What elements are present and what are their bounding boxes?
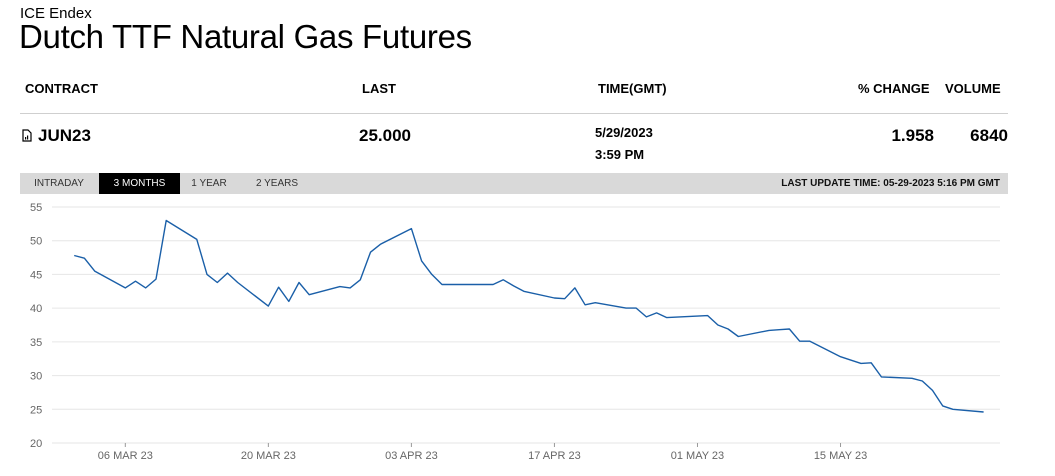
x-tick-label: 15 MAY 23 [814,450,867,462]
y-tick-label: 20 [30,438,42,450]
pct-change-value: 1.958 [891,126,934,145]
trade-date: 5/29/2023 [595,125,653,140]
column-header-contract: CONTRACT [25,81,98,96]
tab-3-months[interactable]: 3 MONTHS [99,173,180,194]
x-tick-label: 06 MAR 23 [98,450,153,462]
last-price: 25.000 [359,126,411,145]
x-tick-label: 01 MAY 23 [671,450,724,462]
y-tick-label: 50 [30,236,42,248]
document-chart-icon[interactable] [22,129,32,142]
column-header-time: TIME(GMT) [598,81,667,96]
y-tick-label: 25 [30,404,42,416]
x-tick-label: 20 MAR 23 [241,450,296,462]
price-line-chart: 20 25 30 35 40 45 50 55 06 MAR 23 20 MAR 23 03 APR… [30,202,1000,462]
volume-value: 6840 [970,126,1008,145]
y-tick-label: 30 [30,371,42,383]
column-header-pct-change: % CHANGE [858,81,930,96]
column-header-volume: VOLUME [945,81,1001,96]
tab-1-year[interactable]: 1 YEAR [191,178,227,189]
x-tick-label: 17 APR 23 [528,450,581,462]
tab-2-years[interactable]: 2 YEARS [255,178,299,189]
header-divider [20,113,1008,114]
contract-link[interactable]: JUN23 [38,126,91,145]
y-tick-label: 35 [30,337,42,349]
x-tick-label: 03 APR 23 [385,450,438,462]
y-tick-label: 40 [30,303,42,315]
last-update-time: LAST UPDATE TIME: 05-29-2023 5:16 PM GMT [781,178,1000,189]
y-tick-label: 55 [30,202,42,214]
column-header-last: LAST [362,81,396,96]
page-title: Dutch TTF Natural Gas Futures [19,18,472,55]
range-tab-bar: INTRADAY 3 MONTHS 1 YEAR 2 YEARS LAST UP… [20,173,1008,194]
exchange-name: ICE Endex [20,5,92,22]
price-series-line [74,219,984,413]
tab-intraday[interactable]: INTRADAY [34,178,84,189]
y-tick-label: 45 [30,269,42,281]
trade-time: 3:59 PM [595,147,645,162]
